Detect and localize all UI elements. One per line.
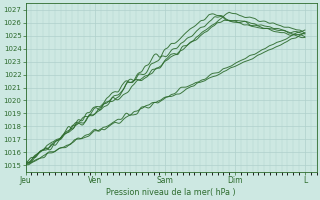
- X-axis label: Pression niveau de la mer( hPa ): Pression niveau de la mer( hPa ): [106, 188, 236, 197]
